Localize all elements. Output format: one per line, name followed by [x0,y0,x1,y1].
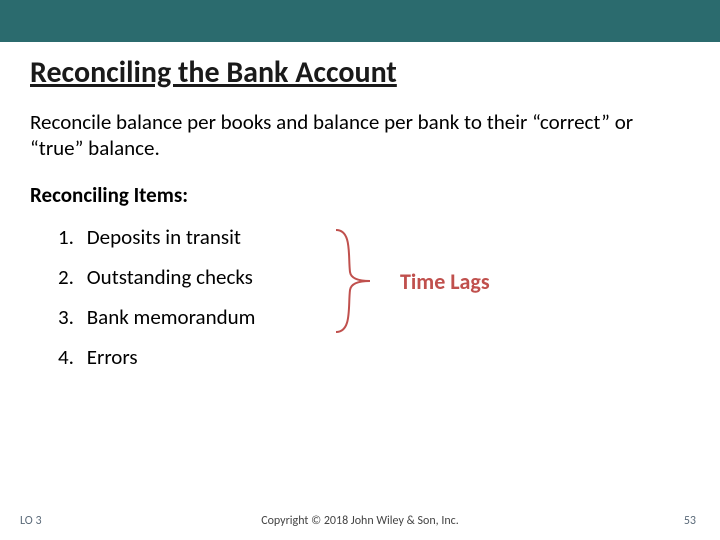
time-lags-label: Time Lags [400,268,490,295]
list-wrap: 1. Deposits in transit 2. Outstanding ch… [30,224,690,370]
slide-content: Reconciling the Bank Account Reconcile b… [0,42,720,370]
page-title: Reconciling the Bank Account [30,54,690,91]
list-num: 1. [58,224,82,250]
list-num: 3. [58,304,82,330]
subheading: Reconciling Items: [30,182,690,208]
copyright-text: Copyright © 2018 John Wiley & Son, Inc. [0,514,720,528]
header-bar [0,0,720,42]
list-text: Bank memorandum [87,304,256,330]
list-item: 4. Errors [58,344,690,370]
list-num: 2. [58,264,82,290]
page-number: 53 [684,514,696,528]
list-text: Outstanding checks [87,264,253,290]
intro-text: Reconcile balance per books and balance … [30,109,690,162]
curly-brace-icon [330,226,380,336]
list-num: 4. [58,344,82,370]
learning-objective: LO 3 [20,514,42,528]
list-text: Errors [87,344,138,370]
list-text: Deposits in transit [87,224,241,250]
footer: LO 3 Copyright © 2018 John Wiley & Son, … [0,514,720,528]
